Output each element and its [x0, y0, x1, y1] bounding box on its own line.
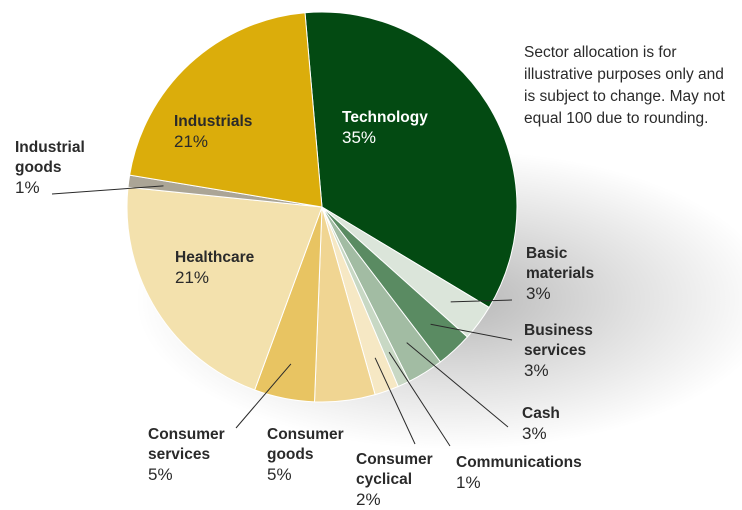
- label-consumer-goods-value: 5%: [267, 465, 292, 484]
- label-healthcare: Healthcare 21%: [175, 248, 254, 288]
- pie-slice-technology: [304, 11, 518, 309]
- label-industrial-goods-value: 1%: [15, 178, 40, 197]
- label-consumer-goods-name: Consumer goods: [267, 426, 344, 463]
- label-healthcare-value: 21%: [175, 268, 210, 287]
- label-industrials-value: 21%: [174, 132, 209, 151]
- pie-slice-industrials: [129, 12, 323, 208]
- label-industrial-goods: Industrial goods 1%: [15, 138, 115, 198]
- label-business-services-name: Business services: [524, 322, 593, 359]
- disclaimer-note: Sector allocation is for illustrative pu…: [524, 44, 725, 127]
- label-consumer-cyclical: Consumer cyclical 2%: [356, 450, 452, 510]
- leader-line-industrial-goods: [51, 185, 164, 195]
- label-consumer-cyclical-value: 2%: [356, 490, 381, 509]
- leader-line-consumer-cyclical: [374, 357, 416, 445]
- leader-line-cash: [406, 342, 509, 428]
- label-cash-name: Cash: [522, 405, 560, 422]
- label-business-services-value: 3%: [524, 361, 549, 380]
- label-communications: Communications 1%: [456, 453, 582, 493]
- label-industrials: Industrials 21%: [174, 112, 252, 152]
- label-basic-materials-value: 3%: [526, 284, 551, 303]
- label-technology: Technology 35%: [342, 108, 428, 148]
- label-communications-value: 1%: [456, 473, 481, 492]
- label-cash: Cash 3%: [522, 404, 560, 444]
- label-technology-name: Technology: [342, 109, 428, 126]
- label-healthcare-name: Healthcare: [175, 249, 255, 266]
- label-cash-value: 3%: [522, 424, 547, 443]
- label-communications-name: Communications: [456, 454, 582, 471]
- label-business-services: Business services 3%: [524, 321, 624, 381]
- leader-line-basic-materials: [450, 299, 513, 303]
- label-consumer-goods: Consumer goods 5%: [267, 425, 363, 485]
- label-consumer-services: Consumer services 5%: [148, 425, 244, 485]
- label-basic-materials: Basic materials 3%: [526, 244, 626, 304]
- label-industrial-goods-name: Industrial goods: [15, 139, 85, 176]
- label-technology-value: 35%: [342, 128, 377, 147]
- leader-line-consumer-services: [235, 363, 292, 429]
- label-industrials-name: Industrials: [174, 113, 253, 130]
- leader-line-business-services: [430, 323, 513, 341]
- pie-slice-healthcare: [126, 186, 323, 391]
- label-consumer-cyclical-name: Consumer cyclical: [356, 451, 433, 488]
- label-basic-materials-name: Basic materials: [526, 245, 595, 282]
- label-consumer-services-value: 5%: [148, 465, 173, 484]
- leader-line-communications: [388, 351, 451, 447]
- label-consumer-services-name: Consumer services: [148, 426, 225, 463]
